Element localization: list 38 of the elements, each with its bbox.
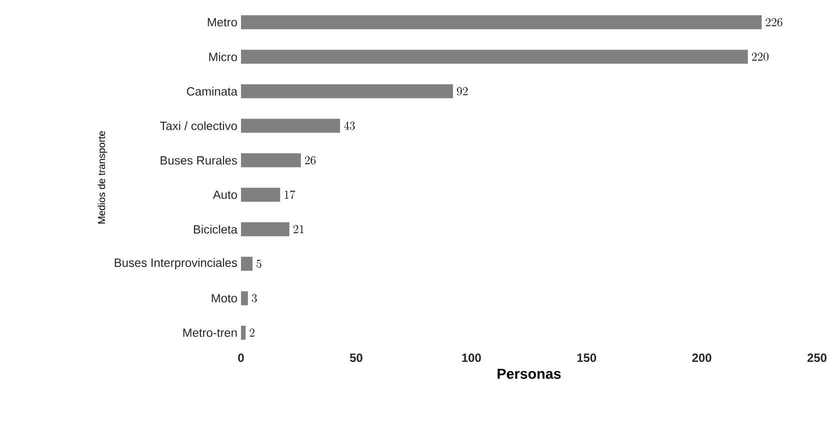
y-tick-label: Caminata: [186, 86, 238, 96]
y-tick-label: Buses Interprovinciales: [114, 258, 238, 270]
data-label: 17: [284, 190, 296, 199]
data-label: 226: [766, 18, 782, 26]
y-tick-label: Buses Rurales: [160, 156, 238, 165]
bar: [241, 326, 246, 340]
y-tick-label: Taxi / colectivo: [160, 121, 237, 130]
y-tick-label: Bicicleta: [194, 224, 238, 234]
y-tick-label: Auto: [212, 190, 237, 199]
bar: [241, 256, 253, 271]
data-label: 2: [250, 328, 254, 337]
bar: [241, 222, 290, 236]
bar: [241, 188, 280, 202]
x-tick-label: 250: [807, 354, 826, 362]
bar: [241, 15, 762, 30]
x-tick-label: 50: [350, 354, 362, 362]
bar: [241, 153, 301, 168]
data-label: 92: [456, 87, 468, 96]
bar: [241, 291, 248, 306]
bar: [241, 118, 340, 133]
data-label: 21: [293, 225, 304, 234]
y-tick-label: Micro: [209, 52, 237, 62]
y-tick-label: Moto: [212, 294, 237, 302]
x-tick-label: 200: [692, 354, 712, 362]
bar: [241, 50, 748, 64]
x-axis-title: Personas: [498, 368, 561, 379]
y-tick-label: Metro: [208, 18, 237, 26]
x-tick-label: 100: [462, 354, 481, 362]
x-tick-label: 150: [577, 354, 596, 362]
data-label: 3: [252, 294, 257, 302]
y-axis-title: Medios de transporte: [98, 131, 108, 224]
x-tick-label: 0: [238, 354, 244, 362]
bar: [241, 84, 453, 98]
y-tick-label: Metro-tren: [183, 328, 237, 337]
data-label: 220: [752, 52, 768, 61]
data-label: 26: [305, 156, 316, 164]
data-label: 43: [344, 122, 355, 130]
data-label: 5: [256, 260, 262, 268]
